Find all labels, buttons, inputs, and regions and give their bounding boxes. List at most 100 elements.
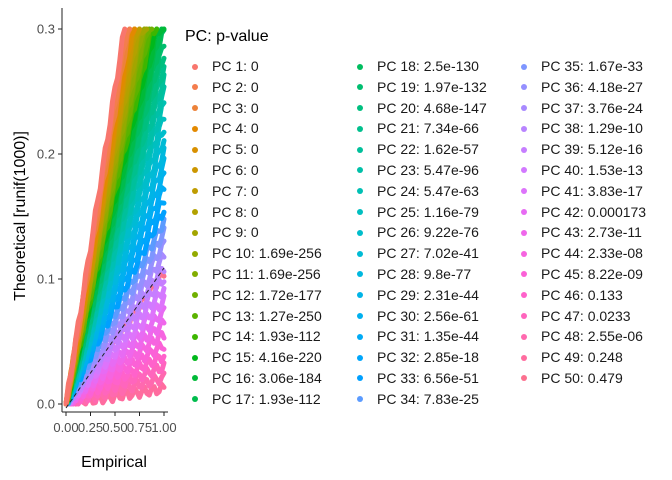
x-tick-label: 1.00 [151, 420, 176, 435]
legend-key [521, 229, 527, 236]
legend-label: PC 29: 2.31e-44 [377, 286, 479, 303]
legend-label: PC 40: 1.53e-13 [541, 161, 643, 178]
legend-key [357, 146, 363, 153]
legend-label: PC 12: 1.72e-177 [212, 286, 322, 303]
x-tick-label: 0.75 [127, 420, 152, 435]
y-tick-label: 0.0 [37, 397, 55, 412]
legend-label: PC 13: 1.27e-250 [212, 307, 322, 324]
legend-label: PC 4: 0 [212, 120, 259, 137]
x-tick-label: 0.50 [102, 420, 127, 435]
series-line [63, 26, 128, 407]
legend-label: PC 6: 0 [212, 161, 259, 178]
legend-key [192, 167, 198, 174]
reference-line [65, 267, 165, 409]
legend-key [192, 105, 198, 112]
legend-key [521, 313, 527, 320]
legend-key [357, 333, 363, 340]
legend-label: PC 20: 4.68e-147 [377, 99, 487, 116]
legend-label: PC 34: 7.83e-25 [377, 390, 479, 407]
legend-key [357, 313, 363, 320]
legend-label: PC 28: 9.8e-77 [377, 265, 472, 282]
legend-key [357, 167, 363, 174]
legend-label: PC 21: 7.34e-66 [377, 120, 479, 137]
legend-label: PC 16: 3.06e-184 [212, 369, 322, 386]
legend-key [521, 250, 527, 257]
legend-key [192, 84, 198, 91]
legend-key [521, 271, 527, 278]
legend-key [192, 229, 198, 236]
legend-label: PC 37: 3.76e-24 [541, 99, 643, 116]
legend-key [357, 229, 363, 236]
legend-label: PC 50: 0.479 [541, 369, 623, 386]
legend-label: PC 48: 2.55e-06 [541, 328, 643, 345]
legend-key [192, 146, 198, 153]
legend-key [192, 354, 198, 361]
legend-label: PC 14: 1.93e-112 [212, 328, 321, 345]
legend-key [357, 125, 363, 132]
legend-label: PC 19: 1.97e-132 [377, 78, 487, 95]
legend-key [521, 84, 527, 91]
legend-key [192, 271, 198, 278]
legend-label: PC 26: 9.22e-76 [377, 224, 479, 241]
legend-label: PC 47: 0.0233 [541, 307, 631, 324]
legend-label: PC 43: 2.73e-11 [541, 224, 642, 241]
legend-label: PC 1: 0 [212, 58, 259, 74]
legend-label: PC 49: 0.248 [541, 349, 623, 366]
legend-key [357, 250, 363, 257]
x-tick-label: 0.25 [78, 420, 103, 435]
legend-label: PC 45: 8.22e-09 [541, 265, 643, 282]
legend-label: PC 22: 1.62e-57 [377, 141, 479, 158]
legend-label: PC 9: 0 [212, 224, 259, 241]
legend-label: PC 7: 0 [212, 182, 259, 199]
legend-key [521, 375, 527, 382]
legend-key [192, 125, 198, 132]
legend-title: PC: p-value [185, 28, 269, 45]
legend-key [357, 84, 363, 91]
legend-label: PC 39: 5.12e-16 [541, 141, 643, 158]
legend-label: PC 24: 5.47e-63 [377, 182, 479, 199]
legend-key [192, 188, 198, 195]
legend-key [192, 63, 198, 70]
legend-key [357, 105, 363, 112]
legend-label: PC 33: 6.56e-51 [377, 369, 479, 386]
legend-key [192, 292, 198, 299]
legend-key [521, 125, 527, 132]
legend-label: PC 11: 1.69e-256 [212, 265, 321, 282]
legend-label: PC 44: 2.33e-08 [541, 245, 643, 262]
legend-label: PC 5: 0 [212, 141, 259, 158]
legend-key [521, 292, 527, 299]
x-axis-title: Empirical [81, 454, 147, 471]
legend-label: PC 10: 1.69e-256 [212, 245, 322, 262]
legend-label: PC 30: 2.56e-61 [377, 307, 479, 324]
legend-label: PC 27: 7.02e-41 [377, 245, 479, 262]
legend-label: PC 2: 0 [212, 78, 259, 95]
legend-key [521, 188, 527, 195]
legend-key [357, 375, 363, 382]
legend-key [521, 209, 527, 216]
x-axis-ticks: 0.00 0.25 0.50 0.75 1.00 [53, 412, 177, 435]
legend-label: PC 18: 2.5e-130 [377, 58, 479, 74]
legend-label: PC 35: 1.67e-33 [541, 58, 643, 74]
legend-key [357, 63, 363, 70]
legend-key [521, 333, 527, 340]
legend-key [521, 146, 527, 153]
legend-key [192, 250, 198, 257]
series-curves [63, 26, 167, 407]
legend-label: PC 17: 1.93e-112 [212, 390, 321, 407]
legend-key [192, 333, 198, 340]
y-axis-ticks: 0.0 0.1 0.2 0.3 [37, 22, 62, 412]
legend-label: PC 46: 0.133 [541, 286, 623, 303]
legend-label: PC 36: 4.18e-27 [541, 78, 643, 95]
legend-label: PC 42: 0.000173 [541, 203, 647, 220]
y-tick-label: 0.1 [37, 272, 55, 287]
legend-key [357, 188, 363, 195]
legend-key [521, 105, 527, 112]
legend-key [192, 375, 198, 382]
y-tick-label: 0.2 [37, 147, 55, 162]
legend-label: PC 31: 1.35e-44 [377, 328, 479, 345]
legend-key [192, 313, 198, 320]
y-axis-title: Theoretical [runif(1000)] [12, 131, 29, 301]
legend-key [192, 209, 198, 216]
y-tick-label: 0.3 [37, 22, 55, 37]
